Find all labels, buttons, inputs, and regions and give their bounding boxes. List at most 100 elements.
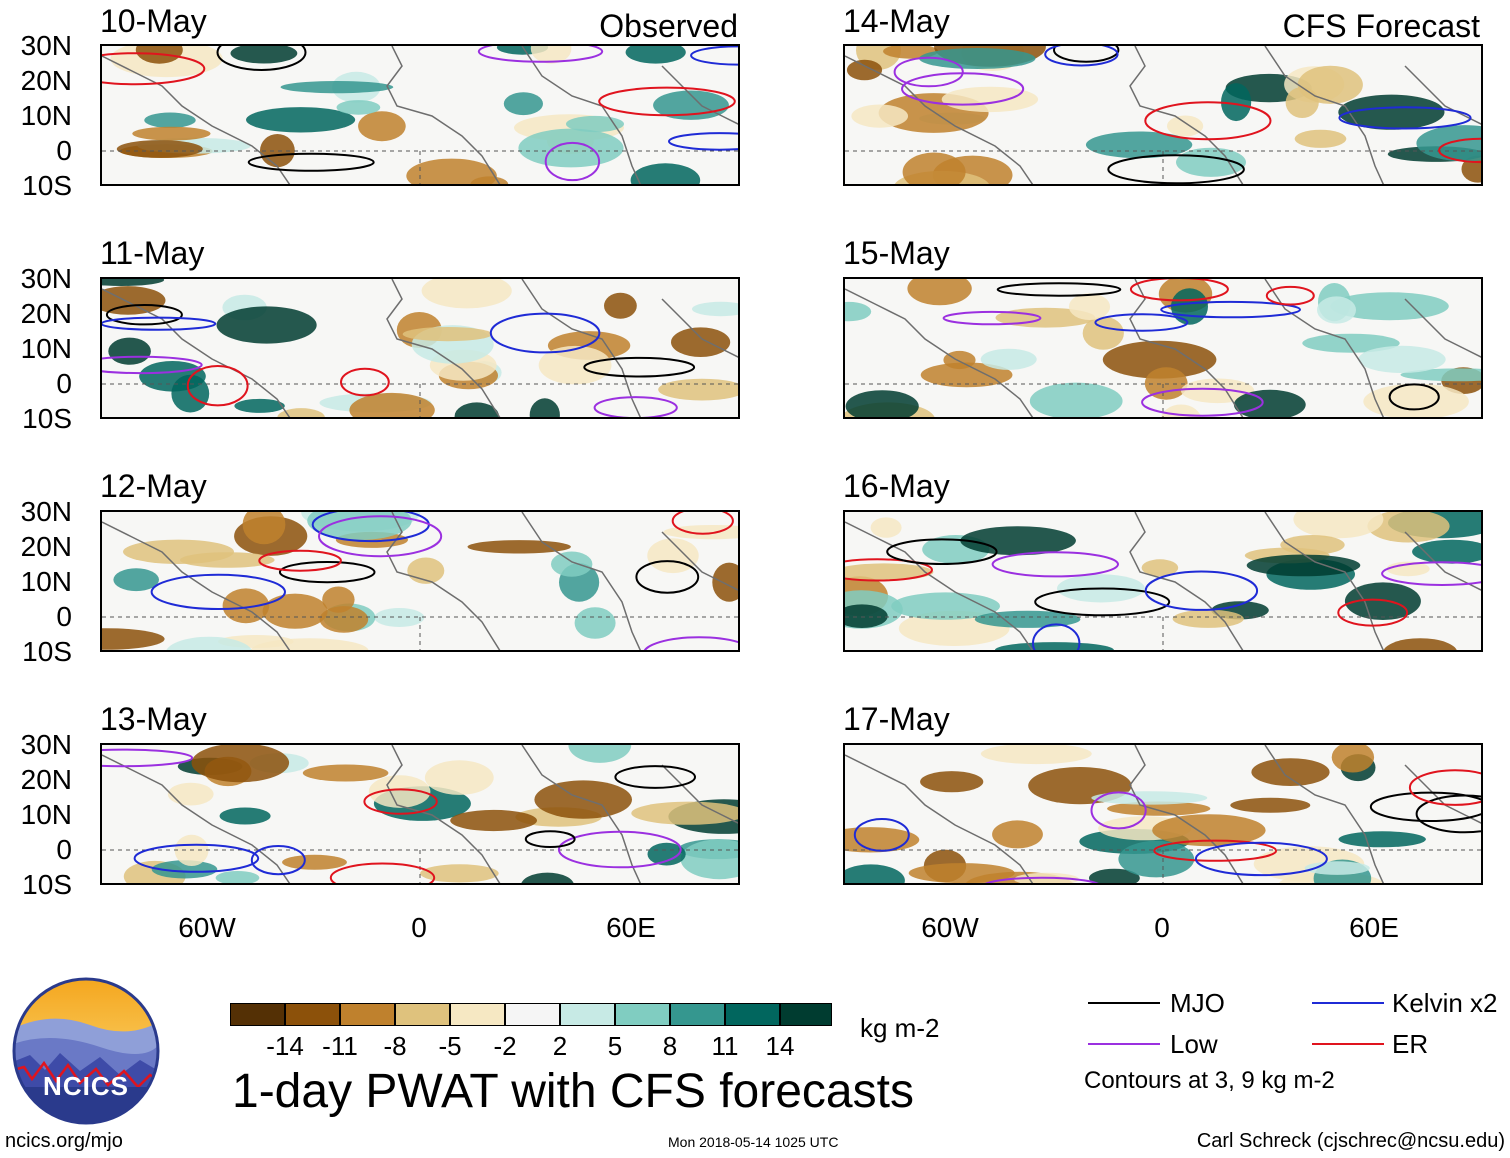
anomaly-blob — [980, 745, 1092, 765]
map-panel — [843, 44, 1483, 186]
legend-label-er: ER — [1392, 1029, 1429, 1059]
contour-line — [643, 636, 738, 650]
panel-date-11may: 11-May — [100, 235, 205, 271]
contour-line — [1381, 561, 1481, 586]
anomaly-blob — [680, 839, 738, 880]
lat-label: 30N — [20, 30, 72, 61]
anomaly-blob — [1412, 539, 1481, 564]
contour-line — [1141, 387, 1264, 417]
contour-line — [1408, 769, 1481, 806]
anomaly-blob — [851, 104, 908, 128]
anomaly-blob — [1338, 94, 1445, 130]
anomaly-blob — [406, 158, 497, 184]
coastline — [386, 745, 501, 883]
coastline — [386, 46, 501, 184]
legend-label-mjo: MJO — [1170, 988, 1225, 1018]
main-title: 1-day PWAT with CFS forecasts — [232, 1065, 914, 1118]
anomaly-blob — [845, 563, 934, 581]
lon-label: 60E — [606, 912, 656, 943]
contour-line — [133, 843, 260, 873]
map-canvas — [102, 745, 738, 883]
coastline — [102, 55, 291, 184]
anomaly-blob — [845, 604, 888, 628]
anomaly-blob — [102, 628, 165, 650]
anomaly-blob — [529, 398, 560, 417]
panel-date-12may: 12-May — [100, 468, 207, 504]
colorbar-tick: 11 — [711, 1031, 739, 1061]
anomaly-blob — [319, 606, 369, 633]
anomaly-blob — [1172, 609, 1244, 628]
coastline — [661, 764, 738, 824]
colorbar-tick: -11 — [322, 1031, 358, 1061]
contour-line — [1032, 623, 1081, 650]
anomaly-blob — [242, 512, 286, 545]
contour-line — [996, 282, 1122, 297]
anomaly-blob — [1082, 316, 1124, 350]
colorbar-swatch — [340, 1003, 395, 1026]
contour-line — [845, 558, 933, 582]
map-canvas — [845, 46, 1481, 184]
coastline — [1264, 279, 1385, 417]
anomaly-blob — [144, 112, 196, 128]
contour-line — [102, 52, 206, 86]
footer-url[interactable]: ncics.org/mjo — [5, 1130, 123, 1152]
anomaly-blob — [521, 872, 574, 883]
contour-line — [1144, 570, 1259, 611]
anomaly-blob — [402, 327, 493, 342]
anomaly-blob — [647, 842, 686, 866]
contour-line — [614, 765, 697, 789]
contour-line — [489, 312, 601, 354]
lat-label: 10N — [20, 100, 72, 131]
forecast-label: CFS Forecast — [1282, 8, 1480, 44]
lat-label: 0 — [56, 368, 72, 399]
coastline — [845, 754, 1034, 883]
anomaly-blob — [1383, 638, 1457, 650]
anomaly-blob — [1181, 378, 1255, 404]
contour-line — [318, 515, 443, 558]
legend-line-mjo — [1088, 1002, 1160, 1004]
lat-label: 30N — [20, 263, 72, 294]
contour-line — [1194, 841, 1328, 877]
colorbar-swatch — [615, 1003, 670, 1026]
anomaly-blob — [222, 588, 270, 624]
lat-label: 10S — [22, 636, 72, 667]
anomaly-blob — [424, 760, 494, 795]
contour-line — [1044, 46, 1119, 67]
contour-line — [1090, 791, 1147, 830]
anomaly-blob — [1230, 797, 1311, 813]
anomaly-blob — [1304, 861, 1370, 875]
anomaly-blob — [902, 152, 966, 184]
contour-line — [668, 132, 738, 151]
contour-line — [991, 551, 1120, 578]
coastline — [1129, 46, 1244, 184]
anomaly-blob — [845, 864, 905, 883]
anomaly-blob — [322, 586, 355, 613]
contour-line — [1415, 794, 1481, 834]
anomaly-blob — [307, 512, 412, 540]
coastline — [845, 521, 1034, 650]
contour-line — [102, 316, 217, 331]
anomaly-blob — [349, 392, 435, 417]
lat-label: 30N — [20, 729, 72, 760]
lat-label: 10N — [20, 799, 72, 830]
anomaly-blob — [102, 279, 165, 286]
colorbar-tick: 5 — [607, 1031, 623, 1061]
contour-line — [247, 152, 375, 172]
contour-line — [893, 56, 964, 88]
coastline — [521, 512, 642, 650]
anomaly-blob — [960, 526, 1076, 556]
contour-line — [477, 46, 604, 63]
lon-label: 0 — [411, 912, 427, 943]
panel-date-14may: 14-May — [843, 3, 950, 39]
colorbar-tick: 14 — [765, 1031, 795, 1061]
anomaly-blob — [1171, 288, 1208, 325]
anomaly-blob — [551, 551, 593, 577]
coastline — [1404, 298, 1481, 358]
legend-line-low — [1088, 1043, 1160, 1045]
contour-line — [524, 830, 576, 848]
panel-date-13may: 13-May — [100, 701, 207, 737]
map-panel — [100, 743, 740, 885]
anomaly-blob — [870, 517, 902, 538]
anomaly-blob — [846, 59, 883, 81]
anomaly-blob — [845, 390, 919, 417]
